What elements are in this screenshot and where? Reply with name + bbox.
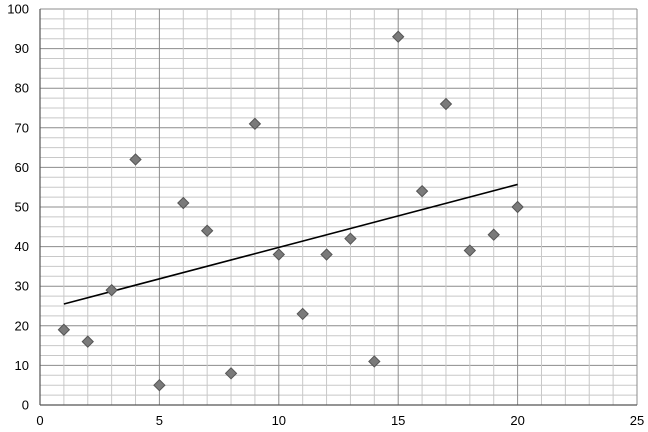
y-tick-label: 30 (15, 279, 29, 294)
data-point (439, 97, 453, 111)
x-tick-label: 20 (510, 413, 524, 428)
y-tick-label: 20 (15, 318, 29, 333)
data-point (81, 335, 94, 348)
x-tick-label: 0 (36, 413, 43, 428)
y-tick-label: 60 (15, 160, 29, 175)
data-points (57, 30, 524, 392)
y-tick-labels: 0 10 20 30 40 50 60 70 80 90 100 (7, 2, 29, 413)
x-tick-label: 10 (272, 413, 286, 428)
data-point (57, 323, 71, 336)
data-point (153, 378, 166, 392)
y-tick-label: 0 (22, 398, 29, 413)
data-point (177, 196, 190, 210)
data-point (344, 232, 357, 245)
y-tick-label: 80 (15, 81, 29, 96)
x-tick-label: 15 (391, 413, 405, 428)
data-point (391, 30, 405, 43)
x-tick-label: 5 (156, 413, 163, 428)
data-point (105, 283, 118, 297)
trendline-layer (63, 183, 518, 305)
data-point (224, 367, 238, 380)
y-tick-label: 90 (15, 41, 29, 56)
data-point (296, 307, 309, 321)
x-tick-labels: 0 5 10 15 20 25 (36, 413, 644, 428)
grid (39, 8, 638, 406)
y-tick-label: 40 (15, 239, 29, 254)
axes (39, 9, 637, 406)
data-point (200, 224, 214, 237)
data-point (320, 248, 333, 261)
data-point (463, 244, 477, 257)
data-point (129, 153, 142, 166)
trendline (63, 183, 518, 305)
data-point (248, 117, 262, 131)
y-tick-label: 100 (7, 2, 29, 17)
data-point (415, 184, 429, 198)
y-tick-label: 10 (15, 358, 29, 373)
x-tick-label: 25 (630, 413, 644, 428)
data-point (487, 228, 500, 241)
y-tick-label: 70 (15, 120, 29, 135)
data-point (368, 355, 381, 368)
data-point (511, 200, 524, 214)
data-point (272, 248, 286, 261)
y-tick-label: 50 (15, 200, 29, 215)
